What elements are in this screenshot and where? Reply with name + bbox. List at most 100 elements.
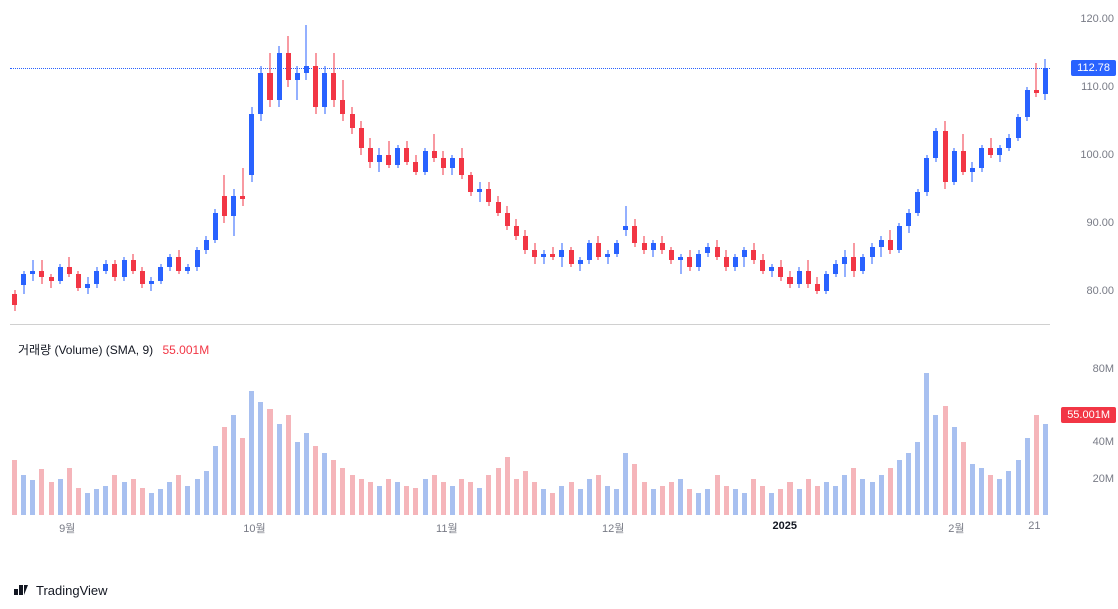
volume-bar[interactable]: [295, 442, 300, 515]
volume-bar[interactable]: [888, 468, 893, 515]
volume-bar[interactable]: [21, 475, 26, 515]
volume-bar[interactable]: [970, 464, 975, 515]
volume-bar[interactable]: [486, 475, 491, 515]
volume-bar[interactable]: [1025, 438, 1030, 515]
volume-bar[interactable]: [879, 475, 884, 515]
volume-bar[interactable]: [49, 482, 54, 515]
volume-bar[interactable]: [824, 482, 829, 515]
volume-bar[interactable]: [386, 479, 391, 515]
volume-bar[interactable]: [587, 479, 592, 515]
volume-bar[interactable]: [167, 482, 172, 515]
volume-bar[interactable]: [651, 489, 656, 515]
volume-bar[interactable]: [340, 468, 345, 515]
volume-bar[interactable]: [979, 468, 984, 515]
volume-bar[interactable]: [988, 475, 993, 515]
volume-bar[interactable]: [185, 486, 190, 515]
volume-bar[interactable]: [359, 479, 364, 515]
volume-bar[interactable]: [769, 493, 774, 515]
volume-bar[interactable]: [505, 457, 510, 515]
volume-bar[interactable]: [286, 415, 291, 515]
volume-bar[interactable]: [660, 486, 665, 515]
volume-bar[interactable]: [496, 468, 501, 515]
volume-bar[interactable]: [350, 475, 355, 515]
volume-bar[interactable]: [787, 482, 792, 515]
volume-bar[interactable]: [30, 480, 35, 515]
volume-bar[interactable]: [860, 479, 865, 515]
volume-bar[interactable]: [642, 482, 647, 515]
volume-bar[interactable]: [195, 479, 200, 515]
volume-bar[interactable]: [222, 427, 227, 515]
volume-bar[interactable]: [204, 471, 209, 515]
volume-bar[interactable]: [815, 486, 820, 515]
volume-bar[interactable]: [94, 489, 99, 515]
volume-bar[interactable]: [459, 479, 464, 515]
volume-bar[interactable]: [632, 464, 637, 515]
volume-bar[interactable]: [842, 475, 847, 515]
volume-bar[interactable]: [997, 479, 1002, 515]
volume-bar[interactable]: [924, 373, 929, 515]
volume-bar[interactable]: [395, 482, 400, 515]
volume-bar[interactable]: [751, 479, 756, 515]
volume-bar[interactable]: [952, 427, 957, 515]
volume-bar[interactable]: [933, 415, 938, 515]
volume-bar[interactable]: [514, 479, 519, 515]
volume-bar[interactable]: [377, 486, 382, 515]
volume-bar[interactable]: [678, 479, 683, 515]
volume-bar[interactable]: [532, 482, 537, 515]
volume-bar[interactable]: [404, 486, 409, 515]
volume-bar[interactable]: [258, 402, 263, 515]
volume-bar[interactable]: [705, 489, 710, 515]
volume-bar[interactable]: [614, 489, 619, 515]
volume-bar[interactable]: [778, 489, 783, 515]
volume-bar[interactable]: [760, 486, 765, 515]
volume-bar[interactable]: [413, 488, 418, 515]
volume-bar[interactable]: [122, 482, 127, 515]
volume-bar[interactable]: [468, 482, 473, 515]
volume-bar[interactable]: [943, 406, 948, 515]
volume-bar[interactable]: [58, 479, 63, 515]
volume-bar[interactable]: [67, 468, 72, 515]
volume-bar[interactable]: [304, 433, 309, 515]
volume-bar[interactable]: [322, 453, 327, 515]
volume-bar[interactable]: [897, 460, 902, 515]
volume-bar[interactable]: [915, 442, 920, 515]
volume-bar[interactable]: [906, 453, 911, 515]
volume-bar[interactable]: [103, 486, 108, 515]
volume-bar[interactable]: [1034, 415, 1039, 515]
volume-bar[interactable]: [1006, 471, 1011, 515]
volume-bar[interactable]: [423, 479, 428, 515]
volume-bar[interactable]: [450, 486, 455, 515]
volume-bar[interactable]: [112, 475, 117, 515]
tradingview-logo[interactable]: TradingView: [12, 581, 108, 599]
volume-bar[interactable]: [569, 482, 574, 515]
volume-bar[interactable]: [277, 424, 282, 515]
volume-bar[interactable]: [213, 446, 218, 515]
volume-bar[interactable]: [605, 486, 610, 515]
volume-bar[interactable]: [851, 468, 856, 515]
volume-bar[interactable]: [140, 488, 145, 515]
volume-bar[interactable]: [623, 453, 628, 515]
volume-bar[interactable]: [696, 493, 701, 515]
price-pane[interactable]: [10, 5, 1050, 325]
volume-bar[interactable]: [1016, 460, 1021, 515]
volume-bar[interactable]: [432, 475, 437, 515]
volume-bar[interactable]: [596, 475, 601, 515]
volume-bar[interactable]: [368, 482, 373, 515]
volume-bar[interactable]: [541, 489, 546, 515]
volume-bar[interactable]: [39, 469, 44, 515]
volume-bar[interactable]: [331, 460, 336, 515]
volume-bar[interactable]: [176, 475, 181, 515]
volume-bar[interactable]: [724, 486, 729, 515]
volume-bar[interactable]: [733, 489, 738, 515]
volume-bar[interactable]: [870, 482, 875, 515]
volume-bar[interactable]: [833, 486, 838, 515]
volume-bar[interactable]: [742, 493, 747, 515]
volume-bar[interactable]: [669, 482, 674, 515]
volume-bar[interactable]: [85, 493, 90, 515]
volume-bar[interactable]: [267, 409, 272, 515]
volume-bar[interactable]: [806, 479, 811, 515]
volume-bar[interactable]: [523, 471, 528, 515]
volume-bar[interactable]: [715, 475, 720, 515]
volume-bar[interactable]: [559, 486, 564, 515]
volume-bar[interactable]: [441, 482, 446, 515]
